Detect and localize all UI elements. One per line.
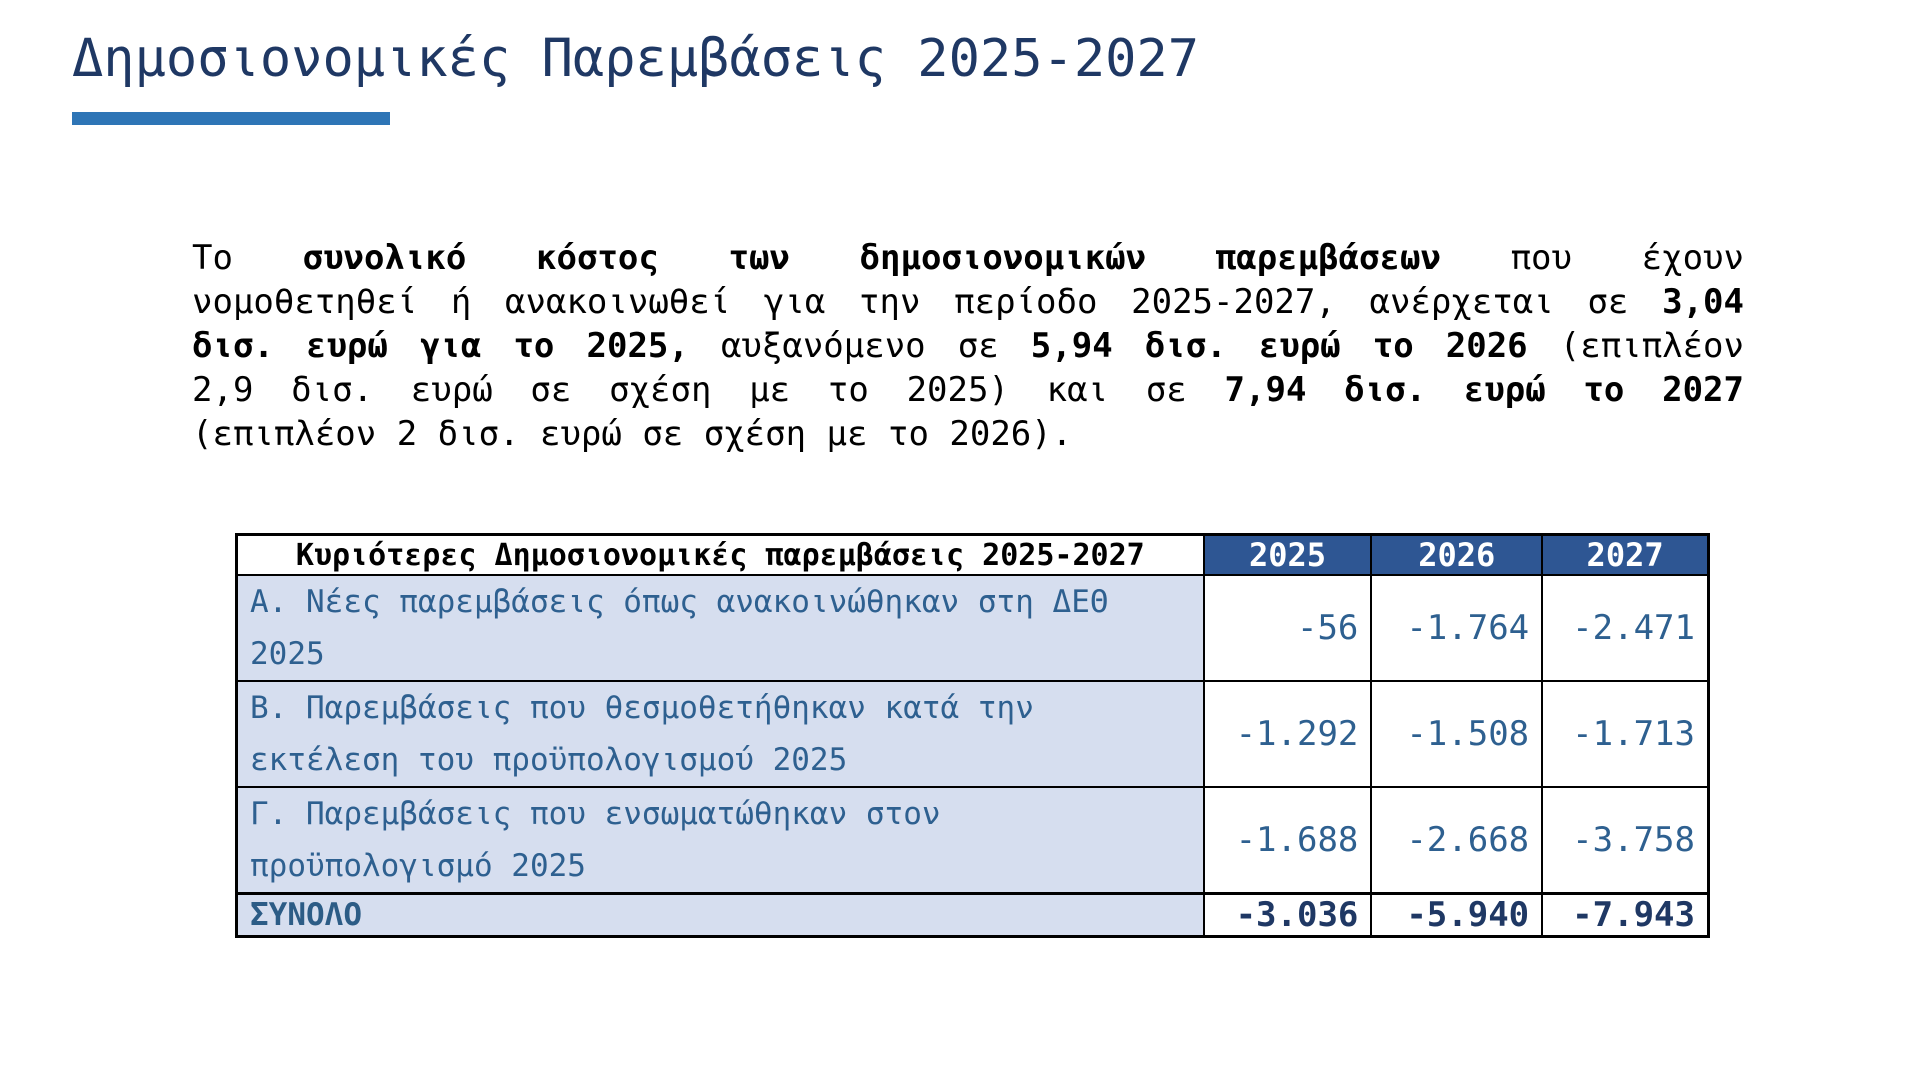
- value-cell: -56: [1202, 574, 1373, 682]
- paragraph-text: νομοθετηθεί ή ανακοινωθεί για την περίοδ…: [192, 282, 1663, 322]
- total-value-cell: -3.036: [1202, 892, 1373, 938]
- paragraph-text: (επιπλέον: [1527, 326, 1744, 366]
- paragraph-line: δισ. ευρώ για το 2025, αυξανόμενο σε 5,9…: [192, 324, 1744, 368]
- paragraph-text: (επιπλέον 2 δισ. ευρώ σε σχέση με το 202…: [192, 414, 1073, 454]
- page-title: Δημοσιονομικές Παρεμβάσεις 2025-2027: [72, 29, 1200, 89]
- paragraph-bold-text: συνολικό κόστος των δημοσιονομικών παρεμ…: [302, 238, 1441, 278]
- table-body: Α. Νέες παρεμβάσεις όπως ανακοινώθηκαν σ…: [235, 574, 1710, 938]
- row-label-cell: Α. Νέες παρεμβάσεις όπως ανακοινώθηκαν σ…: [235, 574, 1205, 682]
- value-cell: -3.758: [1541, 786, 1710, 895]
- value-cell: -1.292: [1202, 680, 1373, 788]
- table-row: Β. Παρεμβάσεις που θεσμοθετήθηκαν κατά τ…: [235, 680, 1710, 788]
- total-value-cell: -7.943: [1541, 892, 1710, 938]
- paragraph-bold-text: 5,94 δισ. ευρώ το 2026: [1030, 326, 1528, 366]
- paragraph-bold-text: 3,04: [1662, 282, 1744, 322]
- value-cell: -1.508: [1370, 680, 1544, 788]
- table-row: Α. Νέες παρεμβάσεις όπως ανακοινώθηκαν σ…: [235, 574, 1710, 682]
- value-cell: -2.471: [1541, 574, 1710, 682]
- row-label-cell: Β. Παρεμβάσεις που θεσμοθετήθηκαν κατά τ…: [235, 680, 1205, 788]
- table-total-row: ΣΥΝΟΛΟ -3.036 -5.940 -7.943: [235, 892, 1710, 938]
- total-label-cell: ΣΥΝΟΛΟ: [235, 892, 1205, 938]
- fiscal-interventions-table: Κυριότερες Δημοσιονομικές παρεμβάσεις 20…: [235, 533, 1710, 938]
- value-cell: -1.713: [1541, 680, 1710, 788]
- value-cell: -1.688: [1202, 786, 1373, 895]
- value-cell: -1.764: [1370, 574, 1544, 682]
- table-row: Γ. Παρεμβάσεις που ενσωματώθηκαν στον πρ…: [235, 786, 1710, 895]
- year-header-cell: 2026: [1370, 533, 1544, 576]
- total-value-cell: -5.940: [1370, 892, 1544, 938]
- paragraph-line: Το συνολικό κόστος των δημοσιονομικών πα…: [192, 236, 1744, 280]
- paragraph-text: 2,9 δισ. ευρώ σε σχέση με το 2025) και σ…: [192, 370, 1225, 410]
- year-header-cell: 2025: [1202, 533, 1373, 576]
- intro-paragraph: Το συνολικό κόστος των δημοσιονομικών πα…: [192, 236, 1744, 456]
- paragraph-text: που έχουν: [1440, 238, 1744, 278]
- paragraph-line: νομοθετηθεί ή ανακοινωθεί για την περίοδ…: [192, 280, 1744, 324]
- title-accent-bar: [72, 112, 390, 125]
- paragraph-bold-text: δισ. ευρώ για το 2025,: [192, 326, 689, 366]
- paragraph-bold-text: 7,94 δισ. ευρώ το 2027: [1224, 370, 1744, 410]
- paragraph-line: (επιπλέον 2 δισ. ευρώ σε σχέση με το 202…: [192, 412, 1744, 456]
- table-title-cell: Κυριότερες Δημοσιονομικές παρεμβάσεις 20…: [235, 533, 1205, 576]
- year-header-cell: 2027: [1541, 533, 1710, 576]
- table-header-row: Κυριότερες Δημοσιονομικές παρεμβάσεις 20…: [235, 533, 1710, 576]
- value-cell: -2.668: [1370, 786, 1544, 895]
- paragraph-line: 2,9 δισ. ευρώ σε σχέση με το 2025) και σ…: [192, 368, 1744, 412]
- row-label-cell: Γ. Παρεμβάσεις που ενσωματώθηκαν στον πρ…: [235, 786, 1205, 895]
- paragraph-text: Το: [192, 238, 303, 278]
- paragraph-text: αυξανόμενο σε: [688, 326, 1031, 366]
